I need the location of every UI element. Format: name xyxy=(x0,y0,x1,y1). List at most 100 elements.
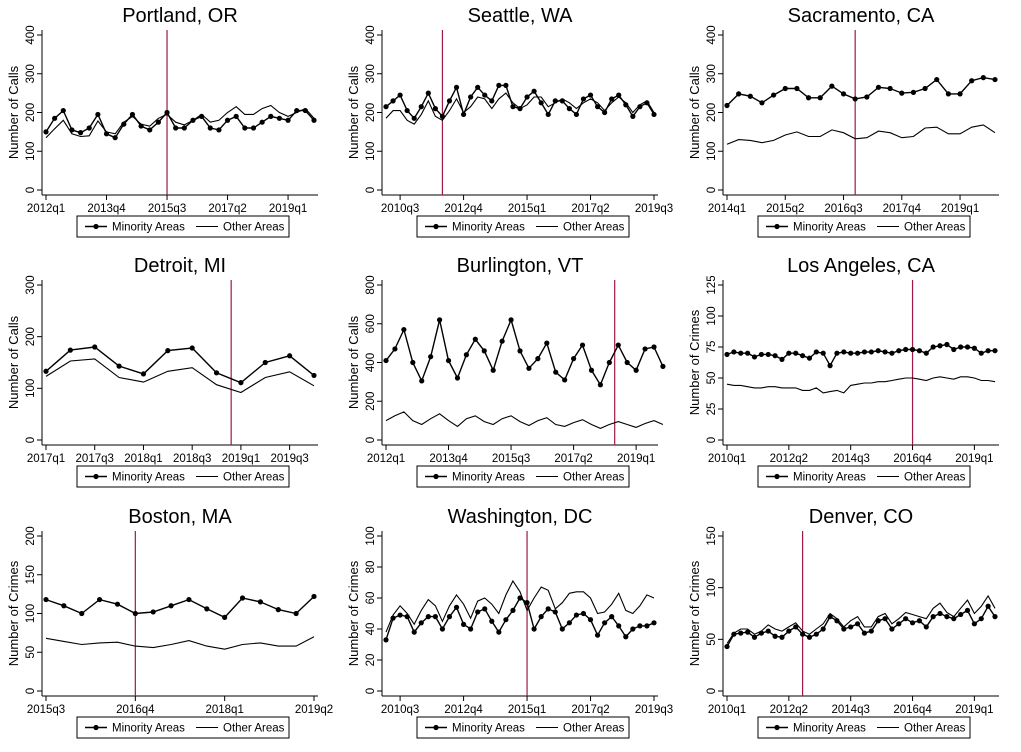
y-tick-label: 50 xyxy=(706,372,718,385)
y-tick-label: 0 xyxy=(365,437,377,443)
minority-areas-point xyxy=(782,85,788,92)
minority-areas-point xyxy=(817,95,823,101)
minority-areas-point xyxy=(609,614,615,620)
minority-areas-point xyxy=(92,344,98,350)
chart-title: Los Angeles, CA xyxy=(787,255,936,277)
minority-areas-point xyxy=(889,350,895,356)
minority-areas-point xyxy=(909,346,916,353)
minority-areas-point xyxy=(745,350,751,356)
minority-areas-point xyxy=(562,377,568,383)
y-tick-label: 300 xyxy=(25,64,37,83)
other-areas-line xyxy=(726,124,996,145)
minority-areas-point xyxy=(432,106,438,112)
minority-areas-point xyxy=(772,353,778,359)
minority-areas-point xyxy=(840,91,847,97)
minority-areas-point xyxy=(957,91,963,97)
x-tick-label: 2017q3 xyxy=(76,453,114,465)
minority-areas-point xyxy=(633,367,639,373)
y-tick-label: 0 xyxy=(25,688,37,694)
x-tick-label: 2016q4 xyxy=(116,704,155,716)
y-tick-label: 200 xyxy=(706,103,718,122)
minority-areas-point xyxy=(916,618,923,624)
minority-areas-point xyxy=(383,357,389,364)
y-tick-label: 25 xyxy=(706,403,718,416)
legend-other-label: Other Areas xyxy=(563,723,625,735)
minority-areas-point xyxy=(779,634,785,640)
x-tick-label: 2016q3 xyxy=(824,203,862,215)
x-tick-label: 2014q1 xyxy=(708,203,746,215)
chart-title: Seattle, WA xyxy=(468,5,574,27)
minority-areas-point xyxy=(250,125,257,131)
legend-box xyxy=(76,716,290,739)
y-tick-label: 100 xyxy=(706,578,718,597)
minority-areas-point xyxy=(899,90,905,96)
minority-areas-point xyxy=(52,115,58,121)
other-areas-line xyxy=(385,411,664,430)
minority-areas-point xyxy=(896,348,902,354)
x-tick-label: 2019q1 xyxy=(955,704,993,716)
x-tick-label: 2010q3 xyxy=(381,704,419,716)
legend-minority-marker xyxy=(93,473,99,480)
minority-areas-point xyxy=(642,346,648,352)
chart-svg: Burlington, VT 0 200 400 600 800 Number of Cal… xyxy=(346,255,666,488)
legend: Minority Areas Other Areas xyxy=(76,215,290,238)
minority-areas-point xyxy=(535,356,541,362)
minority-areas-point xyxy=(978,350,984,356)
minority-areas-point xyxy=(419,378,425,384)
y-axis-title: Number of Crimes xyxy=(687,560,702,666)
minority-areas-point xyxy=(903,616,909,622)
minority-areas-point xyxy=(889,626,895,632)
y-tick-label: 200 xyxy=(25,526,37,545)
minority-areas-point xyxy=(794,85,800,92)
minority-areas-point xyxy=(772,633,778,639)
legend: Minority Areas Other Areas xyxy=(76,465,290,488)
x-tick-label: 2012q4 xyxy=(444,203,483,215)
y-tick-label: 150 xyxy=(25,565,37,584)
legend-minority-marker xyxy=(433,223,439,230)
legend: Minority Areas Other Areas xyxy=(416,716,630,739)
minority-areas-point xyxy=(454,375,461,381)
minority-areas-point xyxy=(499,338,505,344)
minority-areas-point xyxy=(637,104,643,110)
legend-box xyxy=(757,215,971,238)
x-tick-label: 2017q1 xyxy=(27,453,65,465)
legend-other-label: Other Areas xyxy=(563,472,625,484)
minority-areas-point xyxy=(468,626,474,632)
y-tick-label: 20 xyxy=(365,654,377,667)
legend-minority-marker xyxy=(774,473,780,480)
minority-areas-point xyxy=(239,595,246,601)
x-tick-label: 2017q4 xyxy=(883,203,922,215)
y-tick-label: 0 xyxy=(25,437,37,443)
chart-title: Denver, CO xyxy=(809,506,913,528)
chart-panel: Seattle, WA 0 100 200 300 400 Number of Calls 2… xyxy=(340,0,680,250)
chart-panel: Los Angeles, CA 0 25 50 75 100 125 Number of Cr… xyxy=(681,250,1021,500)
x-tick-label: 2013q4 xyxy=(87,203,126,215)
minority-areas-point xyxy=(262,359,268,366)
x-tick-label: 2017q2 xyxy=(208,203,246,215)
y-tick-label: 100 xyxy=(365,526,377,545)
minority-areas-point xyxy=(566,620,572,626)
legend-minority-label: Minority Areas xyxy=(793,472,866,484)
chart-svg: Boston, MA 0 50 100 150 200 Number of Crimes 20… xyxy=(6,506,333,739)
minority-areas-point xyxy=(616,92,622,98)
minority-areas-point xyxy=(738,630,744,636)
y-tick-label: 100 xyxy=(706,306,718,325)
x-tick-label: 2015q3 xyxy=(492,453,530,465)
minority-areas-point xyxy=(397,92,403,98)
minority-areas-point xyxy=(95,111,101,118)
minority-areas-point xyxy=(460,111,467,118)
minority-areas-point xyxy=(114,601,121,607)
x-tick-label: 2019q1 xyxy=(941,203,979,215)
minority-areas-point xyxy=(637,623,643,629)
legend-box xyxy=(416,716,630,739)
y-tick-label: 200 xyxy=(365,103,377,122)
minority-areas-point xyxy=(841,626,847,632)
minority-areas-line xyxy=(385,317,664,387)
minority-areas-point xyxy=(623,634,629,640)
minority-areas-point xyxy=(468,94,474,100)
x-tick-label: 2019q3 xyxy=(635,704,673,716)
minority-areas-point xyxy=(724,351,730,358)
y-tick-label: 0 xyxy=(706,437,718,443)
minority-areas-point xyxy=(489,98,495,104)
y-axis-title: Number of Crimes xyxy=(346,560,361,666)
